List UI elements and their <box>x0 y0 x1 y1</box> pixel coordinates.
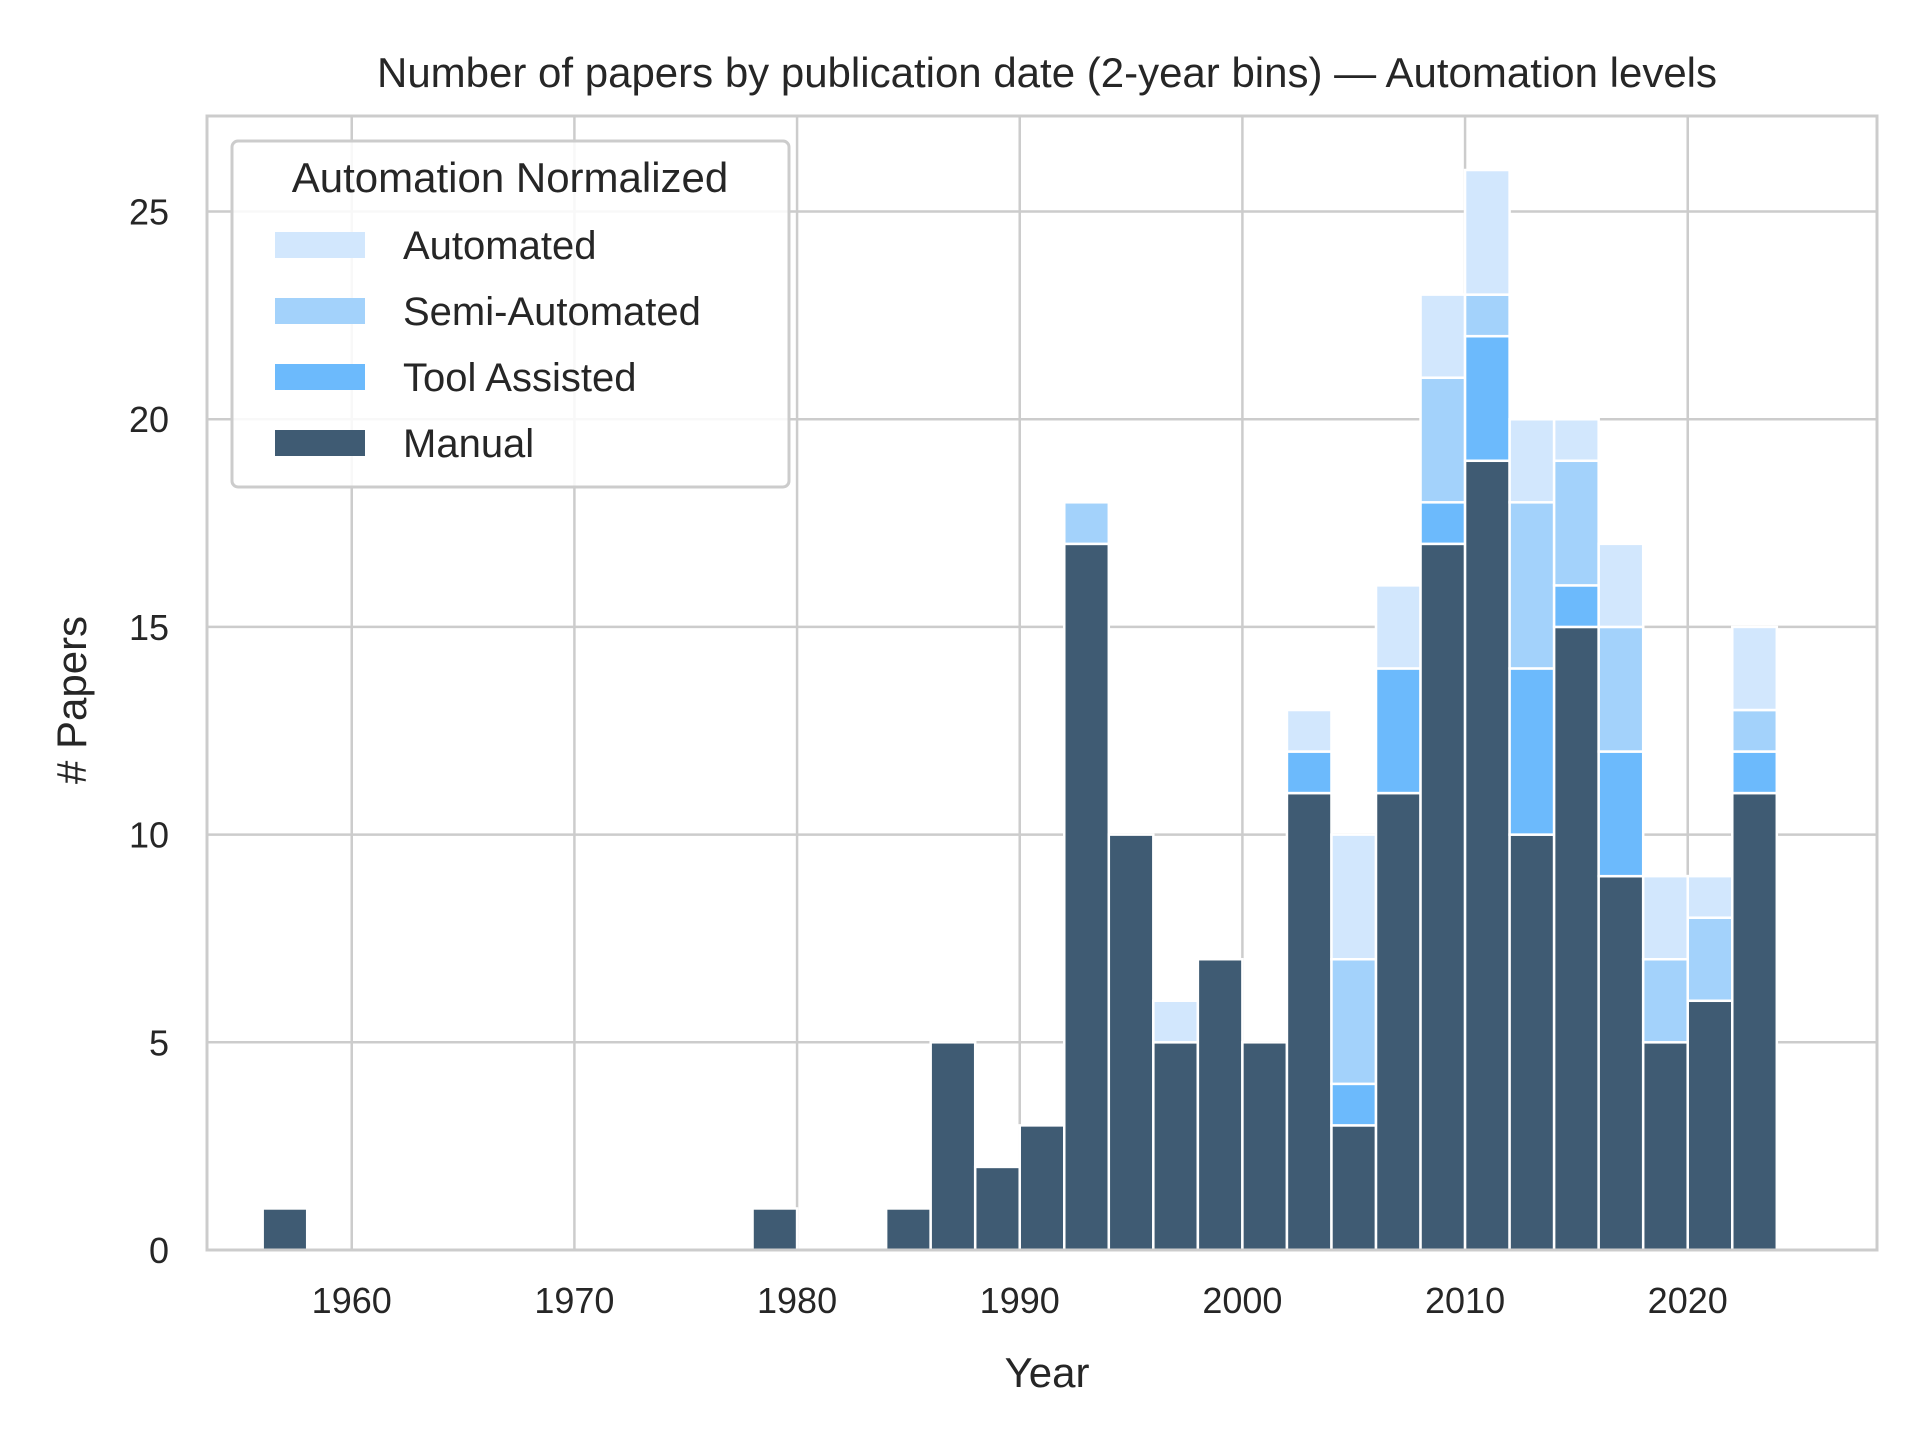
bar-automated <box>1419 293 1467 379</box>
bar-manual <box>1419 542 1467 1252</box>
bar-automated <box>1686 874 1734 919</box>
bar-tool-assisted <box>1552 584 1600 629</box>
x-tick-label: 2000 <box>1202 1280 1282 1321</box>
bar-tool-assisted <box>1374 667 1422 795</box>
y-tick-label: 10 <box>129 815 169 856</box>
bar-semi-automated <box>1641 957 1689 1044</box>
bar-semi-automated <box>1731 708 1779 753</box>
legend-label: Semi-Automated <box>403 290 701 334</box>
legend-label: Automated <box>403 224 596 268</box>
bar-manual <box>1597 874 1645 1252</box>
legend-swatch <box>275 298 365 324</box>
bar-tool-assisted <box>1731 750 1779 795</box>
bar-semi-automated <box>1552 459 1600 587</box>
y-tick-label: 25 <box>129 192 169 233</box>
legend-frame <box>230 139 791 489</box>
bar-manual <box>751 1207 799 1252</box>
y-tick-label: 15 <box>129 607 169 648</box>
bar-semi-automated <box>1508 501 1556 670</box>
bar-manual <box>1063 542 1111 1252</box>
legend-swatch <box>275 232 365 258</box>
bar-manual <box>1330 1124 1378 1252</box>
bar-semi-automated <box>1597 625 1645 753</box>
bar-tool-assisted <box>1463 334 1511 463</box>
bar-automated <box>1731 625 1779 712</box>
chart-title: Number of papers by publication date (2-… <box>377 49 1717 96</box>
bar-semi-automated <box>1463 293 1511 338</box>
legend-label: Tool Assisted <box>403 356 636 400</box>
bar-manual <box>929 1041 977 1252</box>
bar-manual <box>884 1207 932 1252</box>
x-tick-label: 1980 <box>757 1280 837 1321</box>
legend-title: Automation Normalized <box>292 154 729 201</box>
bar-semi-automated <box>1330 957 1378 1086</box>
bar-automated <box>1552 417 1600 463</box>
bar-automated <box>1152 999 1200 1044</box>
bar-tool-assisted <box>1419 501 1467 546</box>
bar-automated <box>1330 833 1378 961</box>
bar-manual <box>1196 957 1244 1252</box>
bar-automated <box>1641 874 1689 961</box>
bar-manual <box>1152 1041 1200 1252</box>
bar-manual <box>1731 791 1779 1252</box>
bar-manual <box>1686 999 1734 1252</box>
y-tick-label: 20 <box>129 399 169 440</box>
bar-automated <box>1285 708 1333 753</box>
bar-manual <box>1107 833 1155 1252</box>
bar-automated <box>1374 584 1422 670</box>
bar-manual <box>1641 1041 1689 1252</box>
bar-manual <box>1241 1041 1289 1252</box>
bar-semi-automated <box>1686 916 1734 1003</box>
bar-tool-assisted <box>1597 750 1645 878</box>
legend-swatch <box>275 364 365 390</box>
x-tick-label: 1990 <box>980 1280 1060 1321</box>
bar-manual <box>973 1165 1021 1252</box>
bar-tool-assisted <box>1508 667 1556 836</box>
bar-manual <box>1552 625 1600 1252</box>
bar-tool-assisted <box>1330 1082 1378 1127</box>
bar-automated <box>1508 417 1556 504</box>
bar-automated <box>1463 168 1511 296</box>
bar-manual <box>1018 1124 1066 1252</box>
y-axis-label: # Papers <box>48 616 95 784</box>
bar-semi-automated <box>1419 376 1467 504</box>
y-tick-label: 5 <box>149 1022 169 1063</box>
legend-label: Manual <box>403 422 534 466</box>
bar-manual <box>1508 833 1556 1252</box>
bar-tool-assisted <box>1285 750 1333 795</box>
y-tick-label: 0 <box>149 1230 169 1271</box>
x-tick-label: 1960 <box>312 1280 392 1321</box>
x-tick-label: 2020 <box>1648 1280 1728 1321</box>
bar-manual <box>1374 791 1422 1252</box>
bar-manual <box>1285 791 1333 1252</box>
x-tick-label: 1970 <box>534 1280 614 1321</box>
bar-automated <box>1597 542 1645 629</box>
plot-frame <box>205 114 1879 1252</box>
x-tick-label: 2010 <box>1425 1280 1505 1321</box>
x-axis-label: Year <box>1005 1349 1090 1396</box>
bar-manual <box>261 1207 309 1252</box>
legend-swatch <box>275 430 365 456</box>
legend: Automation Normalized Automated Semi-Auto… <box>230 139 791 489</box>
bar-semi-automated <box>1063 501 1111 546</box>
bar-manual <box>1463 459 1511 1252</box>
